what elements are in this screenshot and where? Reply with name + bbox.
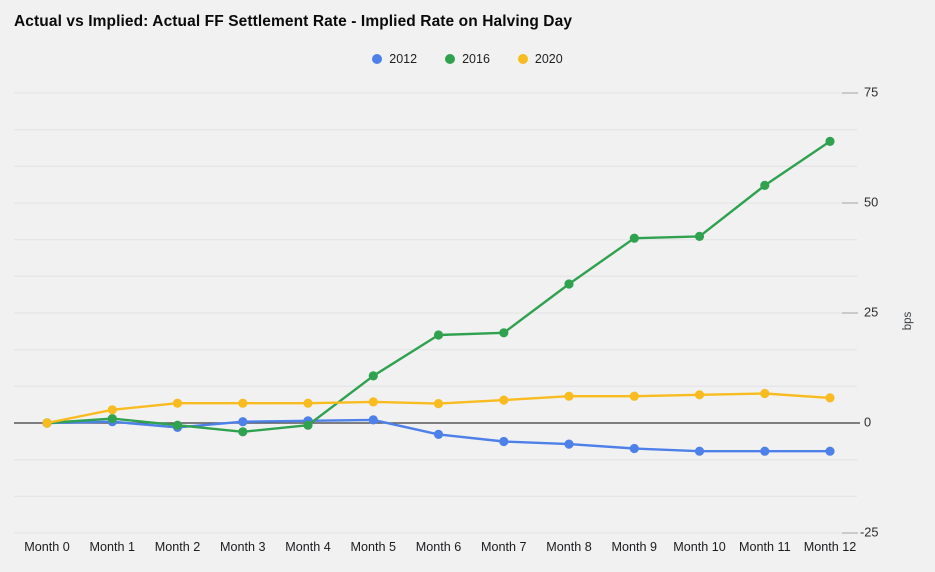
y-axis-label: 75 [864,84,878,99]
x-axis-label: Month 9 [612,540,658,554]
legend-swatch-2016-icon [445,54,456,64]
legend-item-2012[interactable]: 2012 [372,52,417,66]
data-point-2020-month-9[interactable] [629,391,639,401]
data-point-2012-month-7[interactable] [499,436,509,447]
series-line-2020 [45,392,832,425]
y-axis-label: 25 [864,304,878,319]
data-point-2020-month-0[interactable] [42,418,52,428]
data-point-2020-month-2[interactable] [172,398,183,408]
y-axis-label: 50 [864,194,878,209]
data-point-2012-month-9[interactable] [629,443,639,454]
data-point-2020-month-1[interactable] [107,405,117,415]
legend-label-2020: 2020 [534,52,563,66]
x-axis-label: Month 6 [416,540,462,554]
y-axis-label: 0 [864,414,871,429]
data-point-2016-month-5[interactable] [368,371,378,381]
data-point-2020-month-10[interactable] [694,390,705,400]
data-point-2016-month-7[interactable] [499,328,509,338]
data-point-2020-month-11[interactable] [760,388,770,399]
legend-item-2020[interactable]: 2020 [517,52,563,66]
data-point-2016-month-12[interactable] [825,136,835,146]
legend-item-2016[interactable]: 2016 [445,52,490,66]
data-point-2020-month-5[interactable] [368,397,378,407]
data-point-2016-month-10[interactable] [694,231,705,241]
y-axis-title: bps [902,311,914,330]
data-point-2012-month-3[interactable] [238,417,248,427]
data-point-2020-month-8[interactable] [564,391,574,401]
x-axis-label: Month 11 [739,540,791,554]
x-axis-label: Month 4 [285,540,331,554]
x-axis-label: Month 12 [804,540,857,554]
data-point-2016-month-2[interactable] [172,420,183,430]
data-point-2016-month-3[interactable] [238,427,248,437]
data-point-2020-month-12[interactable] [825,393,835,403]
data-point-2012-month-5[interactable] [368,415,378,425]
legend-swatch-2012-icon [372,54,383,64]
data-point-2020-month-3[interactable] [238,398,248,408]
x-axis-label: Month 1 [90,540,136,554]
x-axis-label: Month 5 [351,540,397,554]
x-axis-label: Month 7 [481,540,527,554]
data-point-2016-month-6[interactable] [433,330,444,340]
legend-swatch-2020-icon [517,54,528,64]
data-point-2012-month-10[interactable] [694,446,705,456]
data-point-2016-month-9[interactable] [629,233,639,243]
x-axis-label: Month 2 [155,540,201,554]
data-point-2012-month-11[interactable] [760,446,770,456]
legend-label-2012: 2012 [389,52,418,66]
data-point-2016-month-1[interactable] [107,414,117,424]
data-point-2012-month-6[interactable] [433,429,444,439]
data-point-2016-month-8[interactable] [564,279,574,289]
x-axis-label: Month 10 [673,540,726,554]
y-axis-label: -25 [860,524,879,539]
series-line-2016 [45,140,832,433]
data-point-2020-month-4[interactable] [303,398,313,408]
data-point-2012-month-12[interactable] [825,446,835,456]
x-axis-label: Month 8 [546,540,592,554]
data-point-2020-month-7[interactable] [499,395,509,405]
data-point-2016-month-4[interactable] [303,420,313,430]
data-point-2012-month-8[interactable] [564,439,574,449]
chart-title: Actual vs Implied: Actual FF Settlement … [14,13,573,30]
x-axis-label: Month 0 [24,540,70,554]
x-axis-label: Month 3 [220,540,266,554]
legend: 2012 2016 2020 [0,52,935,66]
data-point-2016-month-11[interactable] [760,180,770,190]
data-point-2020-month-6[interactable] [433,399,444,409]
legend-label-2016: 2016 [462,52,490,66]
